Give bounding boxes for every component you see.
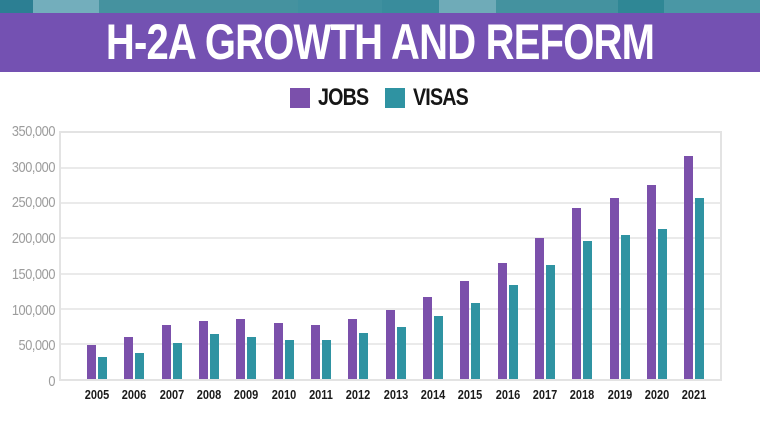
x-tick-2005: 2005 [84, 388, 110, 402]
gridline [61, 272, 720, 275]
page-title: H-2A GROWTH AND REFORM [105, 14, 655, 70]
x-tick-2020: 2020 [644, 388, 670, 402]
x-tick-2008: 2008 [196, 388, 222, 402]
bar-jobs-2005 [87, 345, 96, 379]
y-tick-0: 0 [48, 373, 55, 390]
bar-jobs-2013 [385, 309, 395, 379]
x-tick-2018: 2018 [570, 388, 595, 402]
bar-jobs-2020 [646, 185, 656, 379]
bar-visas-2020 [657, 229, 667, 379]
bar-jobs-2006 [124, 337, 134, 379]
gridline [61, 167, 720, 170]
x-tick-2009: 2009 [234, 388, 259, 402]
y-tick-350000: 350,000 [11, 123, 56, 140]
x-tick-2016: 2016 [495, 388, 520, 402]
bar-jobs-2007 [161, 325, 171, 379]
bar-jobs-2012 [348, 319, 358, 379]
x-tick-2006: 2006 [122, 388, 147, 402]
x-tick-2012: 2012 [346, 388, 371, 402]
bar-jobs-2009 [236, 318, 246, 379]
bar-visas-2015 [471, 303, 481, 379]
gridline [61, 202, 720, 205]
teal-strip-block-3 [298, 0, 382, 13]
x-tick-2007: 2007 [159, 388, 184, 402]
bar-jobs-2015 [460, 280, 470, 379]
y-tick-50000: 50,000 [18, 337, 56, 355]
x-tick-2015: 2015 [458, 388, 483, 402]
visas-color-swatch [385, 88, 406, 108]
teal-strip-block-2 [99, 0, 298, 13]
jobs-color-swatch [289, 88, 310, 108]
bar-visas-2006 [135, 352, 145, 379]
legend-label-visas: VISAS [413, 84, 469, 111]
x-tick-2019: 2019 [607, 388, 632, 402]
y-tick-150000: 150,000 [11, 265, 56, 283]
bar-visas-2011 [321, 340, 331, 379]
title-banner: H-2A GROWTH AND REFORM [0, 13, 760, 72]
bar-chart-plot-area [59, 131, 722, 381]
x-tick-2010: 2010 [271, 388, 296, 402]
bar-jobs-2017 [534, 238, 544, 379]
y-axis: 0 50,000 100,000 150,000 200,000 250,000 300,0… [0, 123, 56, 390]
teal-strip-block-5 [439, 0, 496, 13]
bar-visas-2014 [433, 316, 443, 379]
legend-item-jobs: JOBS [289, 84, 369, 112]
bar-visas-2021 [695, 197, 705, 379]
bar-jobs-2011 [310, 324, 320, 379]
bar-visas-2016 [508, 284, 518, 379]
bar-visas-2018 [583, 240, 593, 379]
bar-jobs-2018 [572, 208, 582, 379]
legend-item-visas: VISAS [385, 84, 470, 112]
bar-jobs-2021 [684, 155, 694, 379]
teal-strip-block-4 [382, 0, 439, 13]
bar-visas-2017 [545, 265, 555, 379]
bar-visas-2019 [620, 235, 630, 379]
bar-visas-2010 [284, 339, 294, 379]
bar-visas-2005 [98, 356, 107, 379]
bar-jobs-2014 [422, 296, 432, 379]
x-tick-2013: 2013 [383, 388, 408, 402]
gridline [61, 307, 720, 310]
y-tick-300000: 300,000 [11, 158, 56, 176]
teal-strip-block-0 [0, 0, 33, 13]
y-tick-250000: 250,000 [11, 194, 56, 212]
x-tick-2021: 2021 [682, 388, 707, 402]
teal-strip-block-7 [618, 0, 664, 13]
teal-strip-block-8 [664, 0, 760, 13]
chart-legend: JOBS VISAS [0, 84, 760, 112]
bar-visas-2009 [247, 336, 257, 379]
legend-label-jobs: JOBS [317, 84, 369, 111]
x-axis: 2005 2006 2007 2008 2009 2010 2011 2012 2013 2014… [61, 388, 720, 406]
gridline [61, 237, 720, 240]
bar-jobs-2008 [198, 321, 208, 379]
y-tick-200000: 200,000 [11, 230, 56, 248]
bar-visas-2007 [172, 343, 182, 379]
bar-jobs-2010 [273, 323, 283, 379]
teal-strip-block-6 [496, 0, 618, 13]
y-tick-100000: 100,000 [11, 301, 56, 319]
teal-strip-block-1 [33, 0, 99, 13]
decorative-teal-strip [0, 0, 760, 13]
bar-jobs-2019 [609, 197, 619, 379]
x-tick-2011: 2011 [309, 388, 333, 402]
bar-jobs-2016 [497, 262, 507, 379]
x-tick-2014: 2014 [420, 388, 446, 402]
bar-visas-2013 [396, 326, 406, 379]
bar-visas-2008 [209, 333, 219, 379]
x-tick-2017: 2017 [532, 388, 558, 402]
bar-visas-2012 [359, 333, 369, 379]
